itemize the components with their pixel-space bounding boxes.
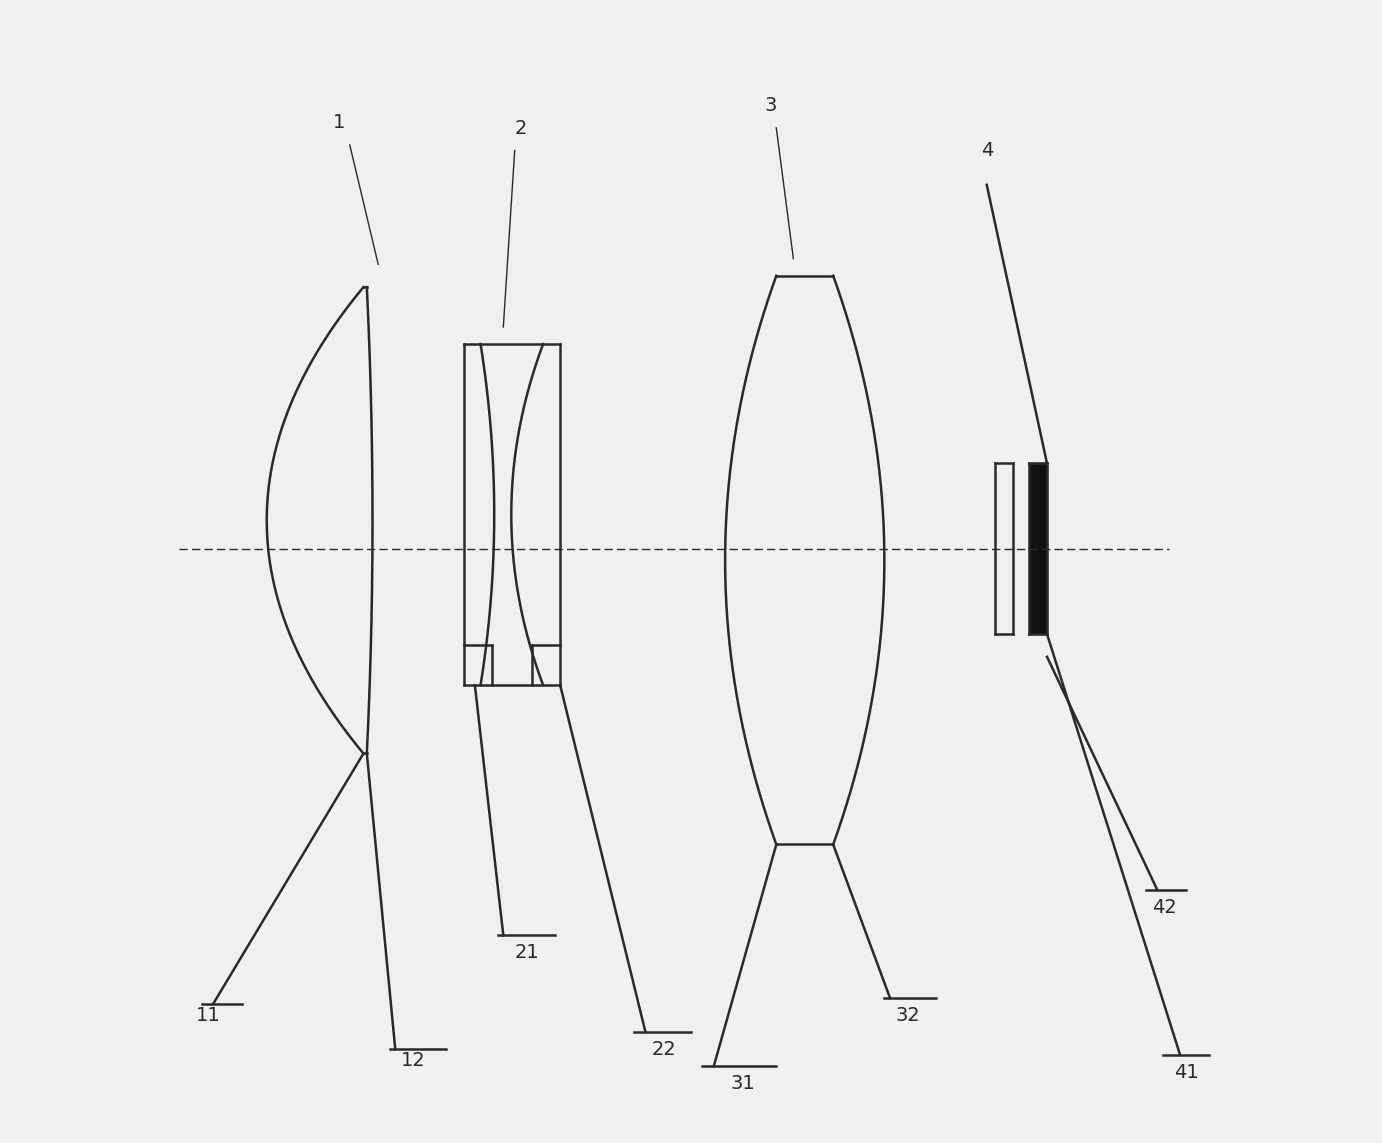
Text: 21: 21 <box>514 943 539 962</box>
Text: 3: 3 <box>764 96 777 114</box>
Text: 1: 1 <box>333 113 346 131</box>
Text: 2: 2 <box>514 119 527 137</box>
Text: 11: 11 <box>196 1006 221 1025</box>
Text: 32: 32 <box>896 1006 920 1025</box>
Text: 42: 42 <box>1151 897 1176 917</box>
Text: 4: 4 <box>981 142 994 160</box>
Text: 41: 41 <box>1175 1063 1200 1081</box>
Text: 31: 31 <box>731 1074 756 1093</box>
Text: 22: 22 <box>651 1040 676 1058</box>
Text: 12: 12 <box>401 1052 426 1070</box>
Polygon shape <box>1028 463 1048 634</box>
